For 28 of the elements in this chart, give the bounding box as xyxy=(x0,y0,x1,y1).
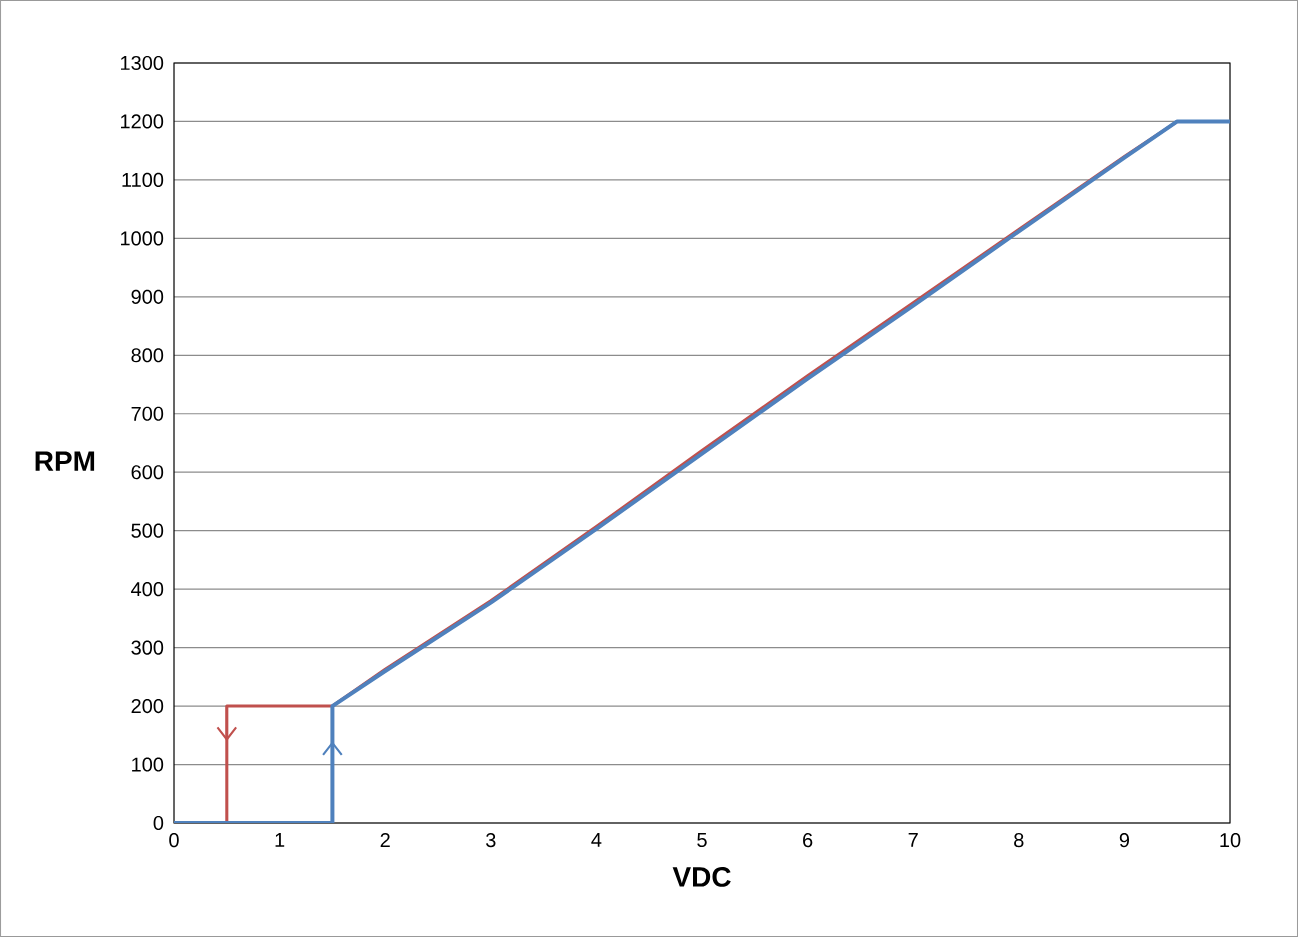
x-tick-label: 9 xyxy=(1119,833,1130,848)
y-tick-label: 600 xyxy=(131,465,164,480)
x-tick-label: 2 xyxy=(380,833,390,847)
y-tick-label: 500 xyxy=(131,523,164,538)
x-tick-label: 6 xyxy=(803,833,813,848)
y-tick-label: 100 xyxy=(132,757,164,772)
x-tick-label: 3 xyxy=(486,833,496,848)
y-tick-label: 1100 xyxy=(122,172,164,187)
y-tick-label: 200 xyxy=(131,698,164,714)
y-tick-label: 1300 xyxy=(121,55,164,71)
x-axis-title: VDC xyxy=(672,867,731,887)
y-tick-label: 1000 xyxy=(121,231,164,246)
x-tick-label: 10 xyxy=(1220,833,1241,848)
y-tick-label: 400 xyxy=(131,582,164,597)
y-axis-title: RPM xyxy=(35,451,95,471)
y-tick-label: 900 xyxy=(131,289,164,304)
x-tick-label: 8 xyxy=(1014,833,1024,848)
x-tick-label: 0 xyxy=(169,833,179,848)
y-tick-label: 1200 xyxy=(121,114,164,129)
x-tick-label: 5 xyxy=(697,833,707,847)
y-tick-label: 800 xyxy=(131,348,164,363)
y-tick-label: 300 xyxy=(131,640,164,655)
y-tick-label: 700 xyxy=(131,406,164,421)
x-tick-label: 4 xyxy=(591,833,602,847)
y-tick-label: 0 xyxy=(153,815,164,831)
x-tick-label: 7 xyxy=(908,833,918,847)
line-series xyxy=(174,119,1231,823)
x-tick-label: 1 xyxy=(275,833,285,847)
